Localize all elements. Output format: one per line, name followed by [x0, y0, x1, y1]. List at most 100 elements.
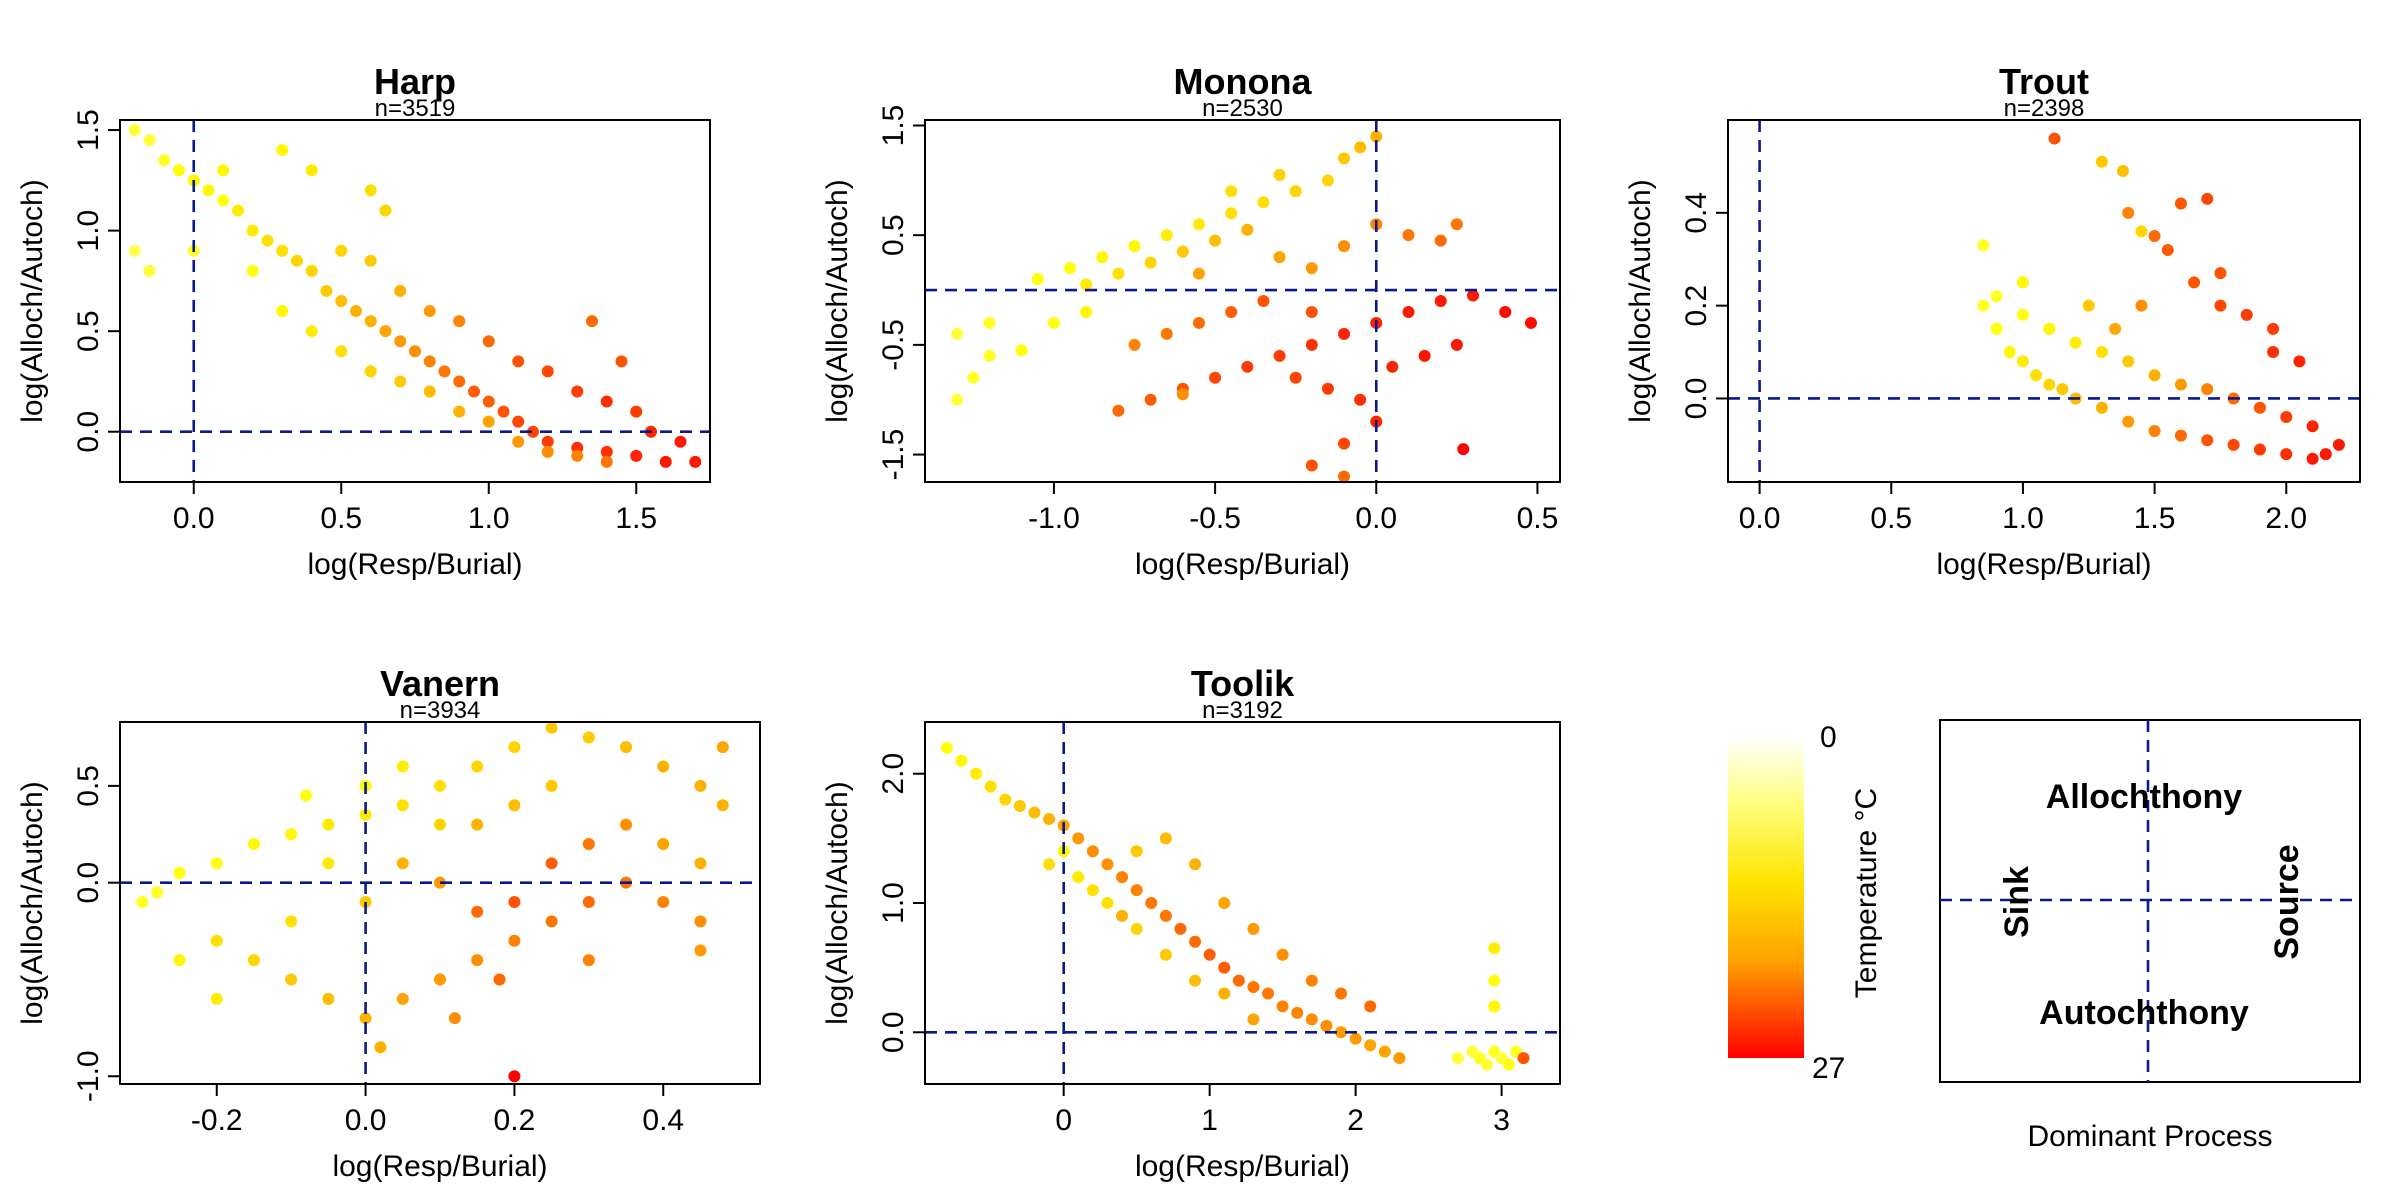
x-tick-label: 2	[1347, 1104, 1364, 1137]
x-axis-label: log(Resp/Burial)	[307, 548, 522, 581]
data-point	[453, 375, 466, 388]
quadrant-label-sink: Sink	[1998, 866, 2036, 938]
data-point	[2095, 346, 2108, 359]
data-point	[379, 204, 392, 217]
data-point	[1225, 207, 1238, 220]
data-points	[1977, 132, 2345, 465]
data-point	[1305, 459, 1318, 472]
data-point	[276, 144, 289, 157]
x-tick-label: 1.5	[615, 502, 657, 535]
data-point	[202, 184, 215, 197]
legend: 0 27 Temperature °C Allochthony Autochth…	[1728, 719, 2361, 1153]
data-point	[246, 264, 259, 277]
temperature-colorbar	[1728, 738, 1804, 1058]
data-point	[716, 741, 729, 754]
data-point	[471, 818, 484, 831]
data-point	[1176, 245, 1189, 258]
data-point	[541, 435, 554, 448]
data-point	[1305, 1013, 1318, 1026]
y-tick-label: 0.5	[877, 214, 910, 256]
colorbar-min-label: 0	[1820, 721, 1837, 754]
x-axis-label: log(Resp/Burial)	[1135, 548, 1350, 581]
data-point	[1101, 897, 1114, 909]
data-point	[409, 345, 421, 358]
y-axis-label: log(Alloch/Autoch)	[821, 781, 854, 1024]
data-point	[2201, 383, 2214, 396]
y-axis-label: log(Alloch/Autoch)	[1624, 179, 1657, 422]
data-point	[1364, 1000, 1377, 1013]
data-point	[2319, 448, 2332, 461]
data-point	[364, 254, 377, 267]
data-point	[2095, 401, 2108, 414]
data-point	[394, 375, 407, 388]
data-point	[1145, 897, 1158, 909]
data-point	[1990, 290, 2003, 303]
data-point	[2253, 443, 2266, 456]
data-point	[1247, 1013, 1260, 1026]
colorbar-max-label: 27	[1812, 1052, 1845, 1085]
data-point	[2293, 355, 2306, 368]
data-point	[1189, 858, 1202, 871]
data-point	[2201, 192, 2214, 205]
data-point	[1160, 327, 1173, 340]
x-axis-label: log(Resp/Burial)	[1936, 548, 2151, 581]
data-point	[1321, 382, 1334, 395]
data-point	[128, 124, 141, 137]
data-point	[508, 896, 521, 909]
quadrant-label-source: Source	[2268, 844, 2306, 959]
data-point	[600, 445, 613, 458]
data-point	[600, 395, 613, 408]
x-axis-label: log(Resp/Burial)	[332, 1150, 547, 1183]
data-point	[1218, 961, 1231, 974]
data-point	[1273, 251, 1286, 264]
data-point	[305, 164, 318, 177]
data-point	[136, 896, 149, 909]
panel-title: Monona	[1174, 61, 1313, 102]
y-tick-label: 2.0	[877, 753, 910, 795]
data-point	[448, 1012, 461, 1025]
data-point	[1015, 344, 1028, 357]
data-point	[423, 355, 436, 368]
data-points	[951, 130, 1537, 483]
data-point	[285, 828, 298, 841]
data-point	[2174, 429, 2187, 442]
data-point	[2188, 276, 2201, 289]
y-tick-label: 0.4	[1680, 192, 1713, 234]
data-point	[1232, 974, 1245, 987]
data-point	[657, 837, 670, 850]
y-axis-label: log(Alloch/Autoch)	[16, 179, 49, 422]
data-point	[2048, 132, 2061, 145]
data-point	[951, 393, 964, 406]
x-axis-label: log(Resp/Burial)	[1135, 1150, 1350, 1183]
y-tick-label: 0.0	[1680, 378, 1713, 420]
data-point	[2148, 230, 2161, 243]
data-point	[1335, 987, 1348, 1000]
data-point	[364, 315, 377, 328]
data-point	[1112, 267, 1125, 280]
panel-title: Toolik	[1191, 663, 1295, 704]
data-point	[374, 1041, 387, 1054]
data-point	[508, 934, 521, 947]
data-point	[1370, 130, 1383, 143]
x-tick-label: 1.5	[2134, 502, 2176, 535]
data-point	[1130, 922, 1143, 935]
data-point	[434, 779, 446, 792]
data-point	[1393, 1052, 1406, 1065]
data-point	[1189, 974, 1202, 987]
x-tick-label: 0.5	[1870, 502, 1912, 535]
data-point	[716, 799, 729, 812]
panel-sample-size: n=3192	[1202, 697, 1283, 724]
data-point	[1128, 240, 1141, 253]
data-point	[2095, 155, 2108, 168]
data-point	[1273, 168, 1286, 181]
plot-frame	[924, 119, 1561, 483]
x-tick-label: 0.0	[173, 502, 215, 535]
y-tick-label: -1.5	[877, 429, 910, 481]
data-point	[434, 973, 446, 986]
data-point	[1130, 884, 1143, 897]
data-points	[940, 741, 1530, 1071]
data-point	[1488, 974, 1501, 987]
data-point	[2332, 438, 2345, 451]
data-point	[246, 224, 259, 237]
data-point	[247, 954, 260, 967]
